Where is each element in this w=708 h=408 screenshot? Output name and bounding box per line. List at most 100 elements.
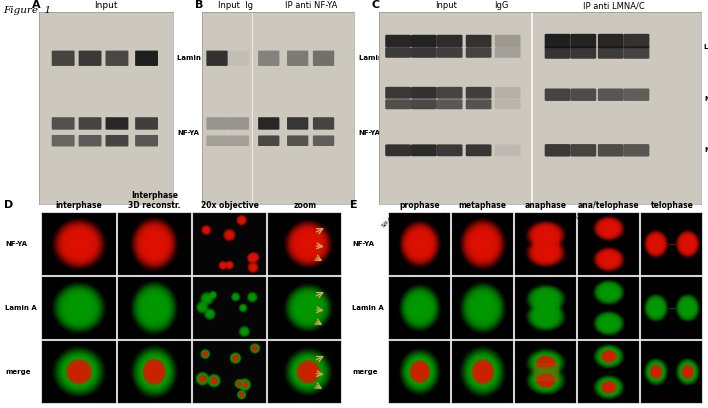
Polygon shape (655, 370, 658, 373)
Polygon shape (653, 304, 659, 312)
Polygon shape (133, 348, 176, 396)
Polygon shape (240, 393, 244, 397)
Polygon shape (199, 375, 206, 382)
Polygon shape (62, 355, 96, 388)
FancyBboxPatch shape (79, 51, 101, 66)
Polygon shape (241, 381, 249, 388)
FancyBboxPatch shape (466, 87, 491, 99)
Polygon shape (678, 233, 697, 255)
Polygon shape (419, 371, 421, 373)
Polygon shape (541, 296, 551, 303)
Polygon shape (537, 229, 554, 241)
Polygon shape (237, 216, 246, 224)
FancyBboxPatch shape (52, 117, 74, 130)
Polygon shape (529, 223, 563, 248)
Polygon shape (69, 298, 89, 317)
Polygon shape (606, 226, 612, 231)
Polygon shape (601, 253, 617, 266)
Polygon shape (233, 356, 238, 361)
Polygon shape (287, 350, 330, 393)
Polygon shape (205, 353, 206, 355)
FancyBboxPatch shape (571, 89, 596, 101)
FancyBboxPatch shape (228, 117, 249, 130)
Polygon shape (232, 354, 239, 362)
Polygon shape (231, 353, 240, 363)
Polygon shape (198, 374, 207, 383)
Polygon shape (200, 375, 206, 382)
Polygon shape (654, 306, 658, 310)
Polygon shape (212, 379, 215, 382)
Polygon shape (401, 286, 439, 330)
Polygon shape (476, 364, 490, 380)
Polygon shape (252, 345, 258, 351)
Text: 20x objective: 20x objective (200, 201, 258, 210)
Polygon shape (66, 359, 92, 384)
Polygon shape (532, 370, 560, 390)
Polygon shape (234, 356, 237, 360)
Polygon shape (242, 382, 247, 388)
Polygon shape (306, 242, 311, 246)
Polygon shape (142, 295, 166, 321)
Polygon shape (680, 363, 695, 381)
Polygon shape (600, 222, 617, 235)
Polygon shape (285, 284, 332, 331)
Polygon shape (146, 234, 163, 254)
Polygon shape (469, 228, 497, 260)
Text: SKBR-3: SKBR-3 (620, 212, 636, 228)
Polygon shape (201, 225, 211, 235)
Polygon shape (203, 352, 207, 356)
Polygon shape (304, 367, 313, 376)
Polygon shape (608, 355, 610, 357)
Text: anaphase: anaphase (525, 201, 567, 210)
Polygon shape (603, 224, 615, 233)
Polygon shape (413, 364, 426, 379)
Polygon shape (687, 242, 689, 246)
Polygon shape (539, 311, 553, 322)
Polygon shape (414, 366, 426, 378)
Polygon shape (544, 362, 547, 364)
Polygon shape (228, 234, 231, 236)
FancyBboxPatch shape (135, 51, 158, 66)
Polygon shape (597, 250, 621, 268)
Polygon shape (227, 263, 232, 267)
Polygon shape (233, 355, 238, 361)
Polygon shape (205, 297, 209, 301)
Polygon shape (537, 357, 554, 369)
Polygon shape (234, 357, 236, 359)
Polygon shape (479, 368, 486, 376)
Polygon shape (649, 235, 663, 253)
Polygon shape (538, 358, 554, 368)
Polygon shape (607, 258, 610, 261)
Polygon shape (302, 366, 314, 378)
Polygon shape (73, 366, 86, 378)
Polygon shape (462, 348, 503, 395)
FancyBboxPatch shape (105, 51, 128, 66)
Polygon shape (202, 295, 211, 303)
Polygon shape (532, 226, 559, 245)
Polygon shape (532, 289, 560, 310)
Polygon shape (153, 242, 156, 246)
Polygon shape (212, 294, 214, 296)
Polygon shape (648, 298, 664, 317)
Polygon shape (687, 370, 689, 373)
Polygon shape (472, 232, 493, 255)
Polygon shape (594, 248, 624, 271)
Polygon shape (239, 392, 244, 397)
Polygon shape (409, 231, 431, 257)
Polygon shape (654, 370, 658, 374)
Polygon shape (687, 306, 689, 309)
Polygon shape (474, 233, 492, 255)
Polygon shape (253, 346, 257, 350)
Polygon shape (408, 230, 432, 257)
Polygon shape (407, 229, 433, 259)
Polygon shape (200, 376, 205, 381)
Polygon shape (606, 385, 612, 389)
Polygon shape (408, 294, 432, 322)
Polygon shape (682, 365, 694, 379)
Polygon shape (460, 283, 506, 333)
Polygon shape (232, 293, 239, 300)
Polygon shape (653, 368, 659, 375)
Polygon shape (534, 244, 558, 261)
Polygon shape (236, 381, 242, 387)
Polygon shape (289, 289, 328, 327)
